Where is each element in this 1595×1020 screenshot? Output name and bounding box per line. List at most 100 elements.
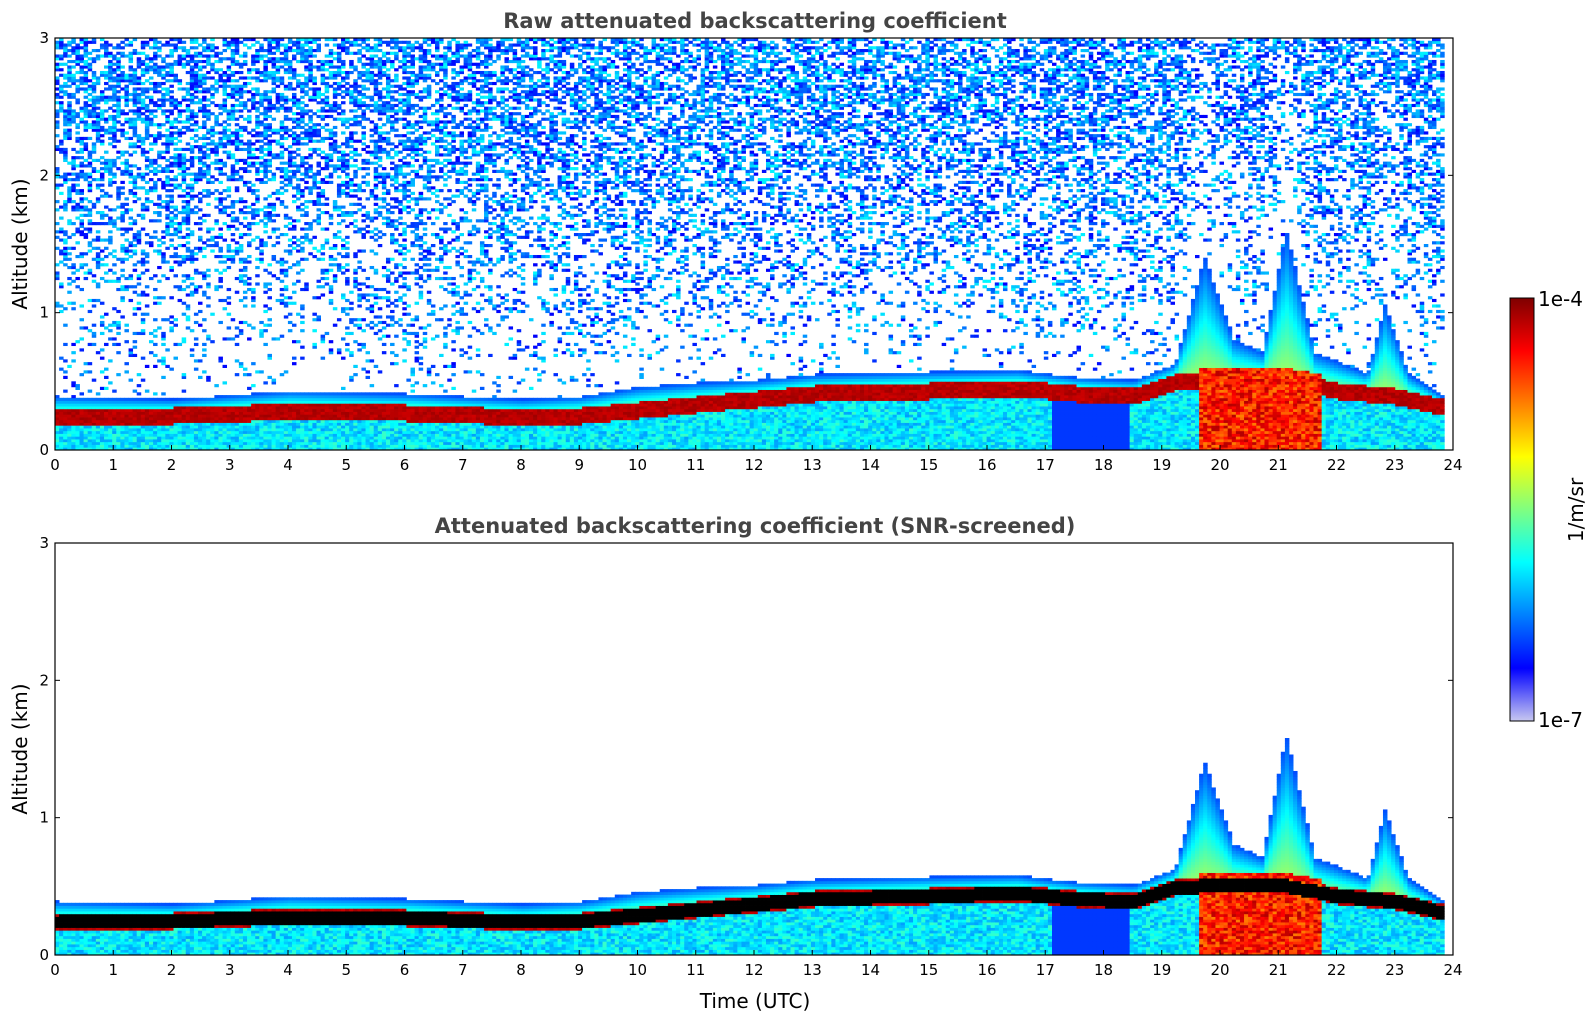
heatmap-cell xyxy=(144,233,150,237)
heatmap-cell xyxy=(312,79,317,83)
heatmap-cell xyxy=(136,397,142,401)
heatmap-cell xyxy=(353,114,358,119)
heatmap-cell xyxy=(189,101,195,105)
heatmap-cell xyxy=(181,178,187,182)
heatmap-cell xyxy=(148,65,154,69)
heatmap-cell xyxy=(296,186,301,190)
heatmap-cell xyxy=(112,271,117,275)
heatmap-cell xyxy=(59,252,64,256)
heatmap-cell xyxy=(177,408,183,412)
heatmap-cell xyxy=(140,378,146,382)
heatmap-cell xyxy=(55,408,60,412)
heatmap-cell xyxy=(300,406,305,410)
heatmap-cell xyxy=(95,417,101,421)
heatmap-cell xyxy=(234,84,240,88)
heatmap-cell xyxy=(275,403,281,407)
heatmap-cell xyxy=(181,40,187,44)
heatmap-cell xyxy=(83,178,89,182)
heatmap-cell xyxy=(79,38,85,42)
heatmap-cell xyxy=(283,87,289,91)
heatmap-cell xyxy=(144,134,150,138)
heatmap-cell xyxy=(357,202,362,206)
heatmap-cell xyxy=(242,406,248,410)
heatmap-cell xyxy=(128,175,134,179)
heatmap-cell xyxy=(83,90,89,94)
heatmap-cell xyxy=(312,90,317,94)
heatmap-cell xyxy=(108,444,113,448)
heatmap-cell xyxy=(247,109,252,113)
heatmap-cell xyxy=(75,340,80,344)
heatmap-cell xyxy=(198,156,203,160)
heatmap-cell xyxy=(161,101,166,105)
heatmap-cell xyxy=(263,304,268,308)
heatmap-cell xyxy=(226,397,232,401)
heatmap-cell xyxy=(271,178,277,182)
heatmap-cell xyxy=(328,419,334,423)
heatmap-cell xyxy=(55,439,60,443)
heatmap-cell xyxy=(263,175,268,179)
heatmap-cell xyxy=(324,439,330,443)
heatmap-cell xyxy=(140,408,146,412)
heatmap-cell xyxy=(99,142,105,146)
heatmap-cell xyxy=(140,403,146,407)
heatmap-cell xyxy=(120,40,125,44)
heatmap-cell xyxy=(238,411,244,415)
heatmap-cell xyxy=(332,279,338,283)
heatmap-cell xyxy=(247,287,252,292)
heatmap-cell xyxy=(71,79,76,83)
heatmap-cell xyxy=(263,241,268,245)
heatmap-cell xyxy=(296,101,301,105)
heatmap-cell xyxy=(357,323,362,327)
heatmap-cell xyxy=(112,444,117,448)
heatmap-cell xyxy=(283,419,289,423)
heatmap-cell xyxy=(124,87,129,91)
heatmap-cell xyxy=(357,227,362,231)
heatmap-cell xyxy=(140,172,146,176)
heatmap-cell xyxy=(226,40,232,44)
heatmap-cell xyxy=(267,128,272,132)
heatmap-cell xyxy=(287,40,293,44)
heatmap-cell xyxy=(238,257,244,261)
heatmap-cell xyxy=(296,219,301,223)
heatmap-cell xyxy=(353,417,358,421)
heatmap-cell xyxy=(120,123,125,127)
heatmap-cell xyxy=(320,411,326,415)
heatmap-cell xyxy=(140,430,146,434)
heatmap-cell xyxy=(193,419,199,423)
heatmap-cell xyxy=(173,323,178,327)
heatmap-cell xyxy=(148,417,154,421)
heatmap-cell xyxy=(193,95,199,99)
heatmap-cell xyxy=(304,211,309,215)
heatmap-cell xyxy=(181,408,187,412)
heatmap-cell xyxy=(263,411,268,415)
heatmap-cell xyxy=(214,447,219,451)
heatmap-cell xyxy=(161,403,166,407)
heatmap-cell xyxy=(279,150,285,154)
heatmap-cell xyxy=(242,233,248,237)
heatmap-cell xyxy=(83,164,89,168)
heatmap-cell xyxy=(75,400,80,404)
heatmap-cell xyxy=(91,331,97,336)
heatmap-cell xyxy=(189,161,195,165)
heatmap-cell xyxy=(161,419,166,423)
heatmap-cell xyxy=(198,125,203,130)
heatmap-cell xyxy=(91,48,97,53)
heatmap-cell xyxy=(206,425,211,429)
heatmap-cell xyxy=(189,353,195,358)
heatmap-cell xyxy=(173,417,178,421)
heatmap-cell xyxy=(230,134,236,138)
heatmap-cell xyxy=(189,65,195,69)
heatmap-cell xyxy=(132,125,138,130)
heatmap-cell xyxy=(128,180,134,184)
heatmap-cell xyxy=(242,101,248,105)
heatmap-cell xyxy=(267,139,272,143)
heatmap-cell xyxy=(104,430,109,434)
heatmap-cell xyxy=(198,397,203,401)
heatmap-cell xyxy=(67,219,72,223)
heatmap-cell xyxy=(153,400,158,404)
heatmap-cell xyxy=(153,90,158,94)
heatmap-cell xyxy=(116,320,121,325)
heatmap-cell xyxy=(349,43,354,47)
heatmap-cell xyxy=(79,318,85,322)
heatmap-cell xyxy=(312,48,317,53)
